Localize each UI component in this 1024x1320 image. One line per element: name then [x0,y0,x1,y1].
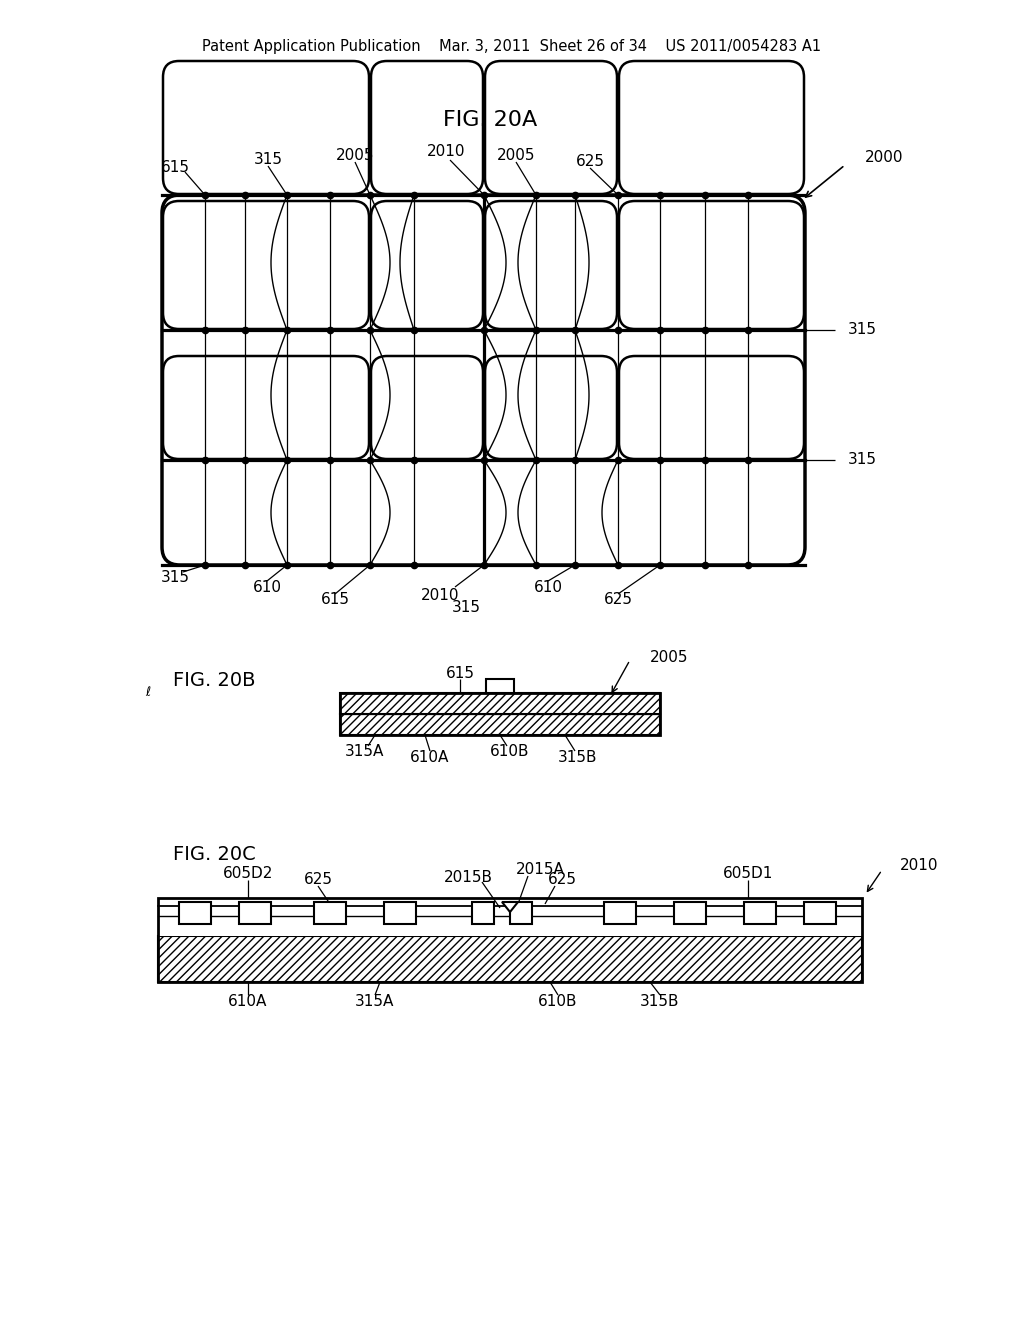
Text: 610B: 610B [539,994,578,1010]
Text: 610B: 610B [490,744,529,759]
Bar [486,678,514,693]
Bar [510,902,532,924]
Text: 625: 625 [303,873,333,887]
Text: 2000: 2000 [865,150,903,165]
Text: FIG. 20A: FIG. 20A [442,110,538,129]
Text: 315: 315 [452,599,480,615]
Text: 315: 315 [161,570,189,586]
Text: 315B: 315B [640,994,680,1010]
Text: ℓ: ℓ [145,685,151,698]
Text: Patent Application Publication    Mar. 3, 2011  Sheet 26 of 34    US 2011/005428: Patent Application Publication Mar. 3, 2… [203,40,821,54]
Text: FIG. 20B: FIG. 20B [173,671,256,689]
Text: 2015B: 2015B [443,870,493,886]
Text: 315A: 315A [345,744,385,759]
Bar [604,902,636,924]
Text: 615: 615 [445,665,474,681]
Bar [158,936,862,982]
Text: 315B: 315B [558,751,598,766]
Text: FIG. 20C: FIG. 20C [173,846,256,865]
Bar [384,902,416,924]
Bar [472,902,494,924]
Text: 615: 615 [321,593,349,607]
Text: 2015A: 2015A [515,862,564,876]
FancyBboxPatch shape [162,195,805,565]
Text: 610: 610 [253,581,282,595]
Text: 2010: 2010 [900,858,939,874]
Bar [158,898,862,982]
Text: 2010: 2010 [421,587,459,602]
Text: 610: 610 [534,581,562,595]
Bar [158,898,862,936]
Polygon shape [502,902,518,912]
Text: 625: 625 [603,593,633,607]
Bar [239,902,271,924]
Text: 625: 625 [548,873,577,887]
Text: 625: 625 [575,154,604,169]
Bar [314,902,346,924]
Text: 315: 315 [848,322,877,338]
Text: 2005: 2005 [497,148,536,162]
Text: 2005: 2005 [650,651,688,665]
Text: 315A: 315A [355,994,394,1010]
Bar [804,902,836,924]
Text: 615: 615 [161,161,189,176]
Bar [340,693,660,735]
Text: 605D2: 605D2 [223,866,273,880]
Bar [340,714,660,735]
Text: 610A: 610A [228,994,267,1010]
Text: 315: 315 [254,153,283,168]
Bar [179,902,211,924]
Text: 2005: 2005 [336,148,374,162]
Text: 610A: 610A [411,751,450,766]
Text: 315: 315 [848,453,877,467]
Text: 2010: 2010 [427,144,465,160]
Bar [340,693,660,714]
Text: 605D1: 605D1 [723,866,773,880]
Bar [744,902,776,924]
Bar [674,902,706,924]
